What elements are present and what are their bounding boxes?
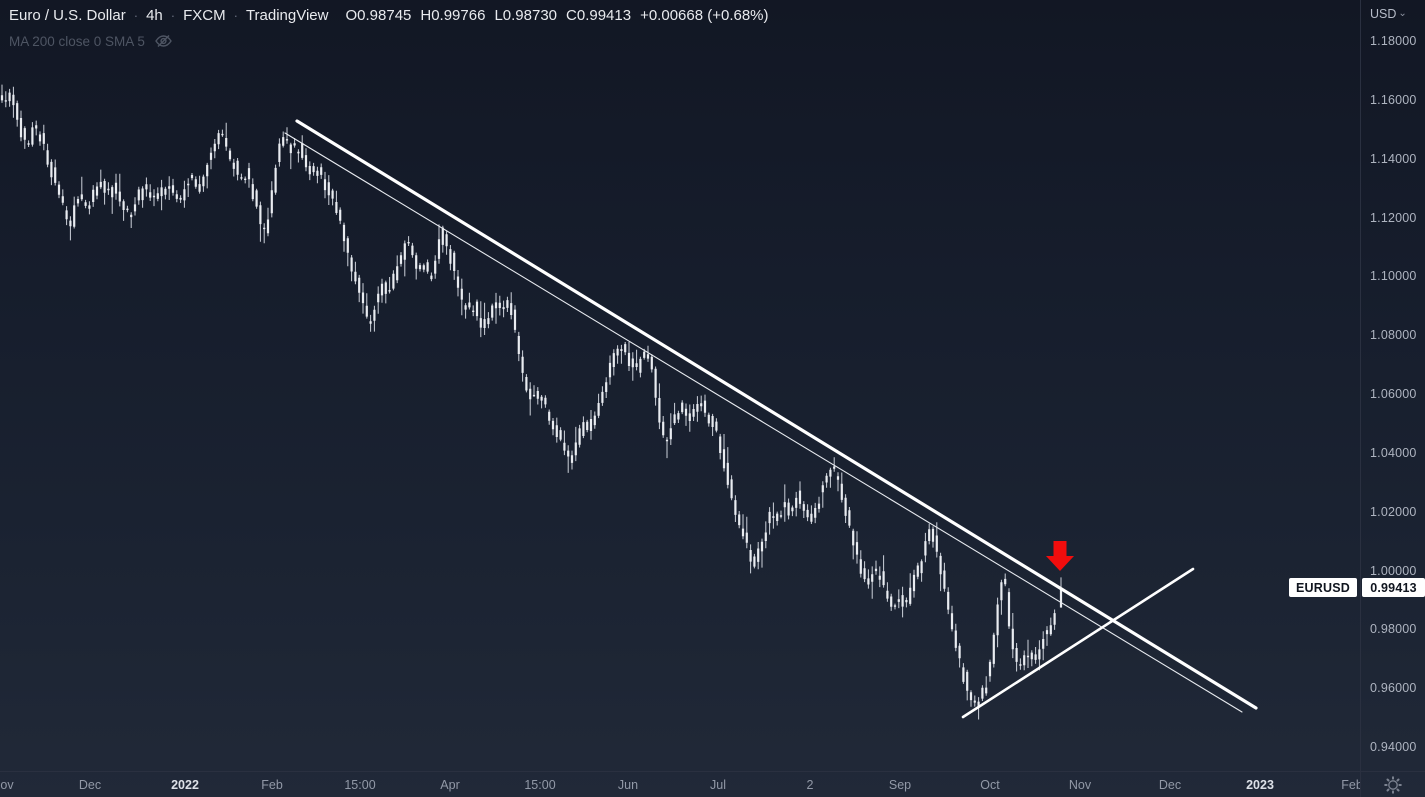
price-scale-settings-gear-icon[interactable] [1384,775,1402,794]
time-tick: Oct [980,778,1000,792]
ohlc-low: L0.98730 [494,7,558,24]
price-tick: 0.96000 [1370,681,1417,696]
platform-label[interactable]: TradingView [245,7,329,24]
chart-canvas[interactable] [0,0,1360,771]
candle-wicks [1,84,1062,720]
price-tick: 1.06000 [1370,387,1417,401]
ohlc-open: O0.98745 [345,7,412,24]
trendline-ascending-support[interactable] [961,567,1195,719]
last-price-tag: 0.99413 [1362,578,1425,598]
legend-separator: · [133,8,139,23]
symbol-title[interactable]: Euro / U.S. Dollar [9,7,126,24]
time-tick: 15:00 [524,778,556,792]
time-tick: 2022 [171,778,199,792]
ohlc-close: C0.99413 [566,7,632,24]
time-tick: ov [0,778,14,792]
price-tick: 1.16000 [1370,92,1417,107]
ohlc-values: O0.98745 H0.99766 L0.98730 C0.99413 +0.0… [345,7,768,24]
time-tick: 15:00 [344,778,376,792]
price-tick: 0.98000 [1370,622,1417,637]
price-tick: 1.08000 [1370,328,1417,343]
legend-separator: · [233,8,238,23]
interval-label[interactable]: 4h [146,7,163,24]
time-tick: Jul [710,778,726,792]
legend-separator: · [170,8,176,23]
time-axis[interactable]: ov Dec 2022 Feb 15:00 Apr 15:00 Jun Jul 2 Sep Oct No… [0,771,1360,797]
price-tick: 1.02000 [1370,504,1417,519]
time-tick: Sep [888,778,912,792]
time-tick: Feb [261,778,283,792]
indicator-label[interactable]: MA 200 close 0 SMA 5 [9,33,145,49]
time-tick: 2023 [1246,778,1274,792]
price-tick: 1.12000 [1370,210,1417,225]
price-tick: 1.00000 [1370,563,1417,578]
candle-bodies [0,92,1063,707]
ohlc-high: H0.99766 [420,7,486,24]
time-tick: Dec [78,778,102,792]
chevron-down-icon: ⌄ [1398,7,1407,19]
exchange-label[interactable]: FXCM [183,7,226,24]
axis-corner [1360,771,1425,797]
currency-label: USD [1370,7,1397,21]
time-tick: Feb [1341,778,1360,792]
currency-dropdown[interactable]: USD ⌄ [1370,7,1407,21]
symbol-price-label: EURUSD [1289,578,1357,598]
price-tick: 0.94000 [1370,740,1417,754]
ohlc-change: +0.00668 (+0.68%) [640,7,769,24]
down-arrow-marker[interactable] [1046,541,1074,571]
trendline-channel-inner[interactable] [284,132,1243,713]
indicator-legend: MA 200 close 0 SMA 5 [9,33,173,49]
eye-hidden-icon[interactable] [154,33,173,49]
time-tick: 2 [806,778,814,792]
price-tick: 1.18000 [1370,34,1417,48]
price-tick: 1.04000 [1370,445,1417,460]
time-tick: Apr [440,778,460,792]
price-tick: 1.14000 [1370,151,1417,166]
time-tick: Dec [1158,778,1182,792]
price-axis[interactable]: USD ⌄ 1.18000 1.16000 1.14000 1.12000 1.1000… [1360,0,1425,771]
time-tick: Jun [617,778,639,792]
time-tick: Nov [1068,778,1092,792]
price-tick: 1.10000 [1370,269,1417,284]
chart-plot-area[interactable]: Euro / U.S. Dollar · 4h · FXCM · Trading… [0,0,1360,771]
chart-legend: Euro / U.S. Dollar · 4h · FXCM · Trading… [9,7,769,24]
trendline-channel-upper[interactable] [295,119,1258,710]
